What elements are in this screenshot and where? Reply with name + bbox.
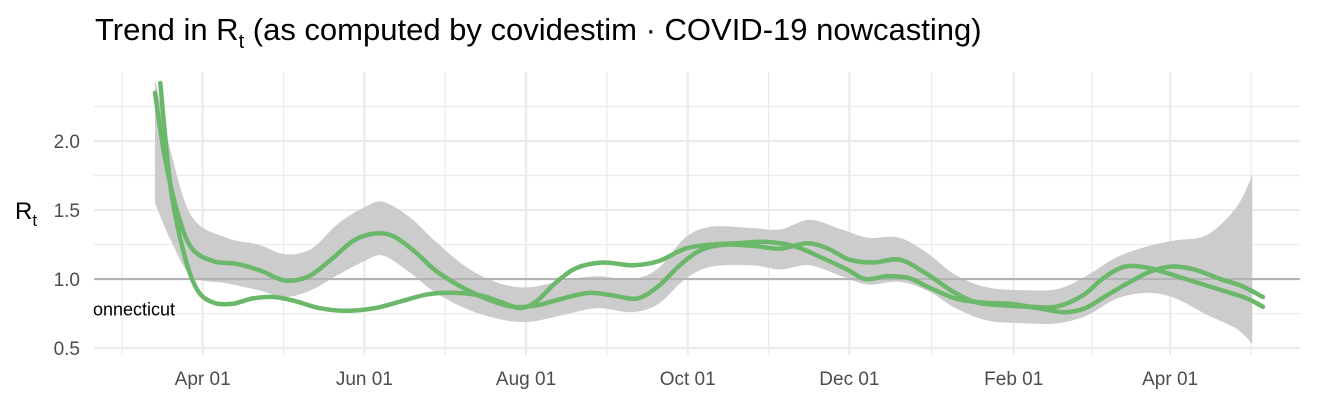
y-tick-label: 2.0 (54, 132, 80, 153)
y-axis-title: Rt (15, 198, 37, 230)
x-tick-label: Oct 01 (660, 369, 716, 390)
x-tick-label: Aug 01 (496, 369, 556, 390)
chart-title-subscript: t (239, 31, 245, 53)
rt-series-line (158, 80, 1266, 315)
chart-title: Trend in Rt (as computed by covidestim ·… (95, 12, 982, 53)
x-tick-label: Apr 01 (1142, 369, 1198, 390)
major-gridlines (94, 72, 1300, 355)
region-label: onnecticut (93, 299, 175, 319)
y-axis-title-main: R (15, 198, 32, 225)
chart-title-prefix: Trend in R (95, 12, 239, 47)
y-axis-tick-labels: 0.5 1.0 1.5 2.0 (54, 132, 80, 360)
y-axis-title-subscript: t (32, 211, 37, 230)
y-tick-label: 1.0 (54, 270, 80, 291)
x-axis-tick-labels: Apr 01 Jun 01 Aug 01 Oct 01 Dec 01 Feb 01 Apr … (175, 369, 1198, 390)
x-tick-label: Dec 01 (819, 369, 879, 390)
x-tick-label: Apr 01 (175, 369, 231, 390)
rt-series-line (152, 90, 1266, 310)
x-tick-label: Feb 01 (984, 369, 1043, 390)
y-tick-label: 1.5 (54, 201, 80, 222)
y-tick-label: 0.5 (54, 339, 80, 360)
chart-title-suffix: (as computed by covidestim · COVID-19 no… (244, 12, 981, 47)
series-layer (152, 80, 1266, 315)
x-tick-label: Jun 01 (336, 369, 393, 390)
minor-gridlines (94, 72, 1300, 355)
uncertainty-band (155, 78, 1253, 345)
uncertainty-band-layer (155, 78, 1253, 345)
